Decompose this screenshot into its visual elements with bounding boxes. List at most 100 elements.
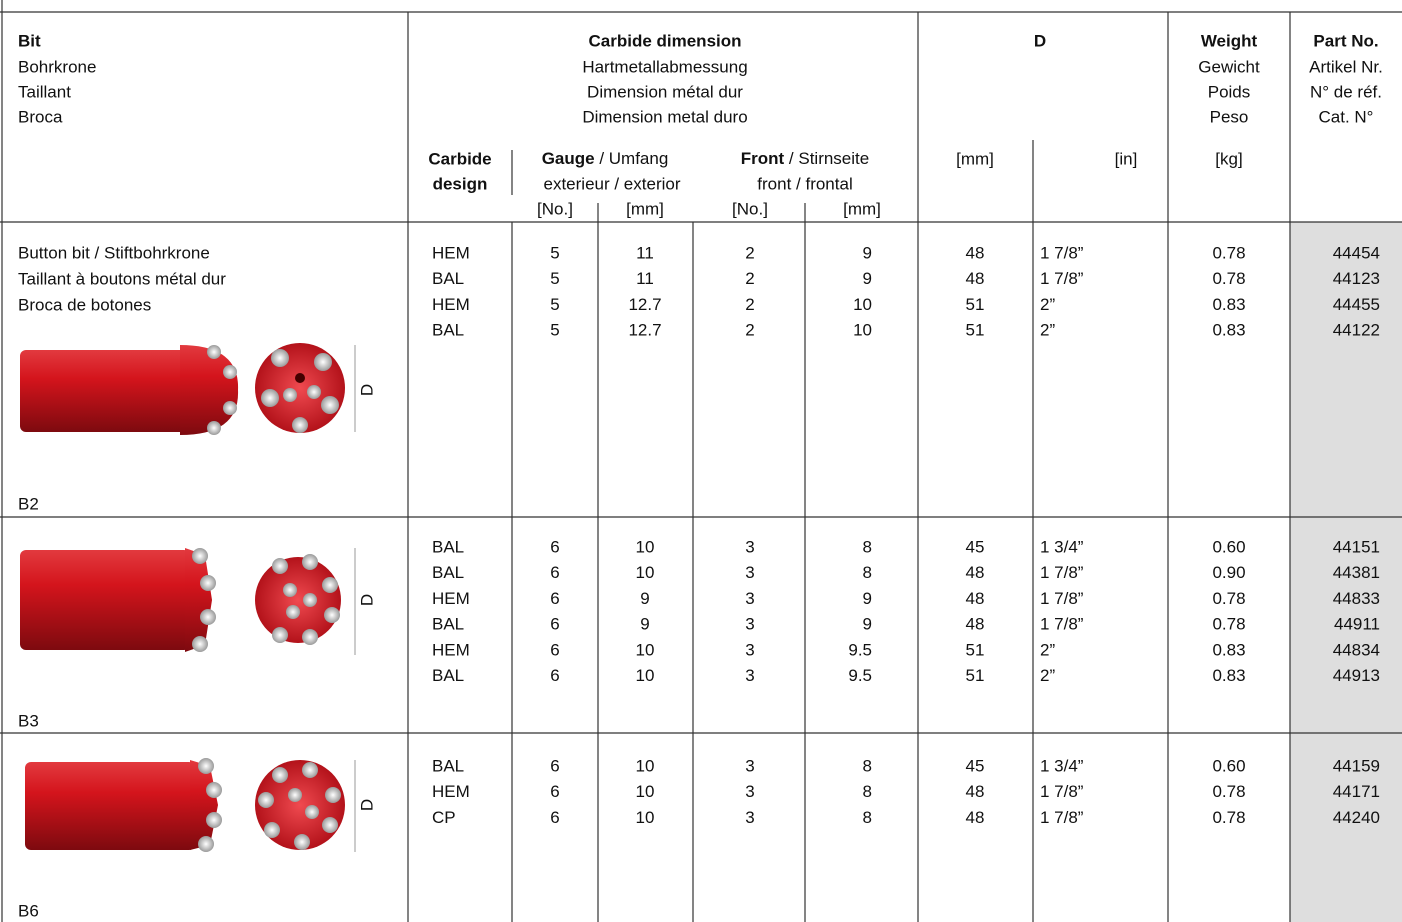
cell: 3	[745, 589, 754, 608]
cell: 3	[745, 756, 754, 775]
header-text: design	[433, 174, 488, 193]
cell: 10	[636, 782, 655, 801]
cell: 6	[550, 563, 559, 582]
cell: 0.78	[1212, 615, 1245, 634]
bit-image-b6	[25, 758, 356, 852]
cell: 44455	[1333, 295, 1380, 314]
header-text: / Stirnseite	[784, 149, 869, 168]
cell: HEM	[432, 589, 470, 608]
cell: 5	[550, 321, 559, 340]
cell: 1 3/4”	[1040, 756, 1084, 775]
cell: 12.7	[628, 295, 661, 314]
cell: 0.60	[1212, 537, 1245, 556]
cell: 0.78	[1212, 782, 1245, 801]
unit: [mm]	[843, 199, 881, 218]
cell: 44171	[1333, 782, 1380, 801]
cell: 2”	[1040, 321, 1055, 340]
cell: 6	[550, 589, 559, 608]
cell: 0.78	[1212, 243, 1245, 262]
header-text: Gauge	[542, 149, 595, 168]
cell: 48	[966, 589, 985, 608]
cell: 6	[550, 537, 559, 556]
front-header: Front / Stirnseite	[741, 149, 869, 168]
bit-description: Taillant à boutons métal dur	[18, 269, 226, 288]
cell: 10	[636, 756, 655, 775]
cell: BAL	[432, 537, 464, 556]
cell: 44122	[1333, 321, 1380, 340]
header-text: Cat. N°	[1319, 107, 1374, 126]
cell: 51	[966, 666, 985, 685]
cell: 51	[966, 640, 985, 659]
cell: 1 7/8”	[1040, 589, 1084, 608]
header-title: Part No.	[1313, 31, 1378, 50]
cell: 2”	[1040, 640, 1055, 659]
cell: 9	[863, 589, 872, 608]
header-text: Poids	[1208, 82, 1251, 101]
bit-label: B3	[18, 711, 39, 730]
cell: 8	[863, 808, 872, 827]
cell: HEM	[432, 295, 470, 314]
cell: 2”	[1040, 666, 1055, 685]
cell: 1 3/4”	[1040, 537, 1084, 556]
cell: 6	[550, 808, 559, 827]
cell: 0.90	[1212, 563, 1245, 582]
cell: HEM	[432, 782, 470, 801]
header-text: Taillant	[18, 82, 71, 101]
cell: 9	[640, 589, 649, 608]
bit-description: Broca de botones	[18, 295, 151, 314]
dimension-label: D	[357, 594, 376, 606]
cell: 44913	[1333, 666, 1380, 685]
cell: 1 7/8”	[1040, 269, 1084, 288]
cell: HEM	[432, 243, 470, 262]
unit: [mm]	[956, 149, 994, 168]
cell: 48	[966, 615, 985, 634]
cell: 48	[966, 243, 985, 262]
cell: 6	[550, 782, 559, 801]
cell: 44123	[1333, 269, 1380, 288]
cell: 44151	[1333, 537, 1380, 556]
cell: 48	[966, 563, 985, 582]
cell: 1 7/8”	[1040, 782, 1084, 801]
cell: 11	[636, 243, 654, 262]
header-text: Dimension metal duro	[582, 107, 747, 126]
header-text: Hartmetallabmessung	[582, 57, 747, 76]
cell: 9	[863, 243, 872, 262]
cell: 10	[636, 808, 655, 827]
dimension-label: D	[357, 384, 376, 396]
cell: 10	[636, 537, 655, 556]
cell: 5	[550, 243, 559, 262]
part-column-shade	[1290, 222, 1402, 922]
cell: 51	[966, 321, 985, 340]
cell: 3	[745, 666, 754, 685]
cell: 6	[550, 666, 559, 685]
cell: 3	[745, 782, 754, 801]
cell: 45	[966, 756, 985, 775]
cell: 10	[636, 640, 655, 659]
cell: 10	[636, 563, 655, 582]
cell: 5	[550, 269, 559, 288]
cell: 0.78	[1212, 269, 1245, 288]
cell: 48	[966, 269, 985, 288]
cell: 6	[550, 640, 559, 659]
cell: 0.83	[1212, 295, 1245, 314]
cell: 1 7/8”	[1040, 243, 1084, 262]
cell: 1 7/8”	[1040, 615, 1084, 634]
cell: BAL	[432, 666, 464, 685]
dimension-label: D	[357, 799, 376, 811]
cell: HEM	[432, 640, 470, 659]
header-text: exterieur / exterior	[544, 174, 681, 193]
header-text: Broca	[18, 107, 63, 126]
cell: 48	[966, 782, 985, 801]
cell: 8	[863, 537, 872, 556]
unit: [No.]	[732, 199, 768, 218]
header-text: Dimension métal dur	[587, 82, 743, 101]
cell: 51	[966, 295, 985, 314]
cell: 8	[863, 563, 872, 582]
cell: BAL	[432, 615, 464, 634]
header-title: Weight	[1201, 31, 1258, 50]
cell: 5	[550, 295, 559, 314]
cell: 6	[550, 756, 559, 775]
cell: 2	[745, 269, 754, 288]
